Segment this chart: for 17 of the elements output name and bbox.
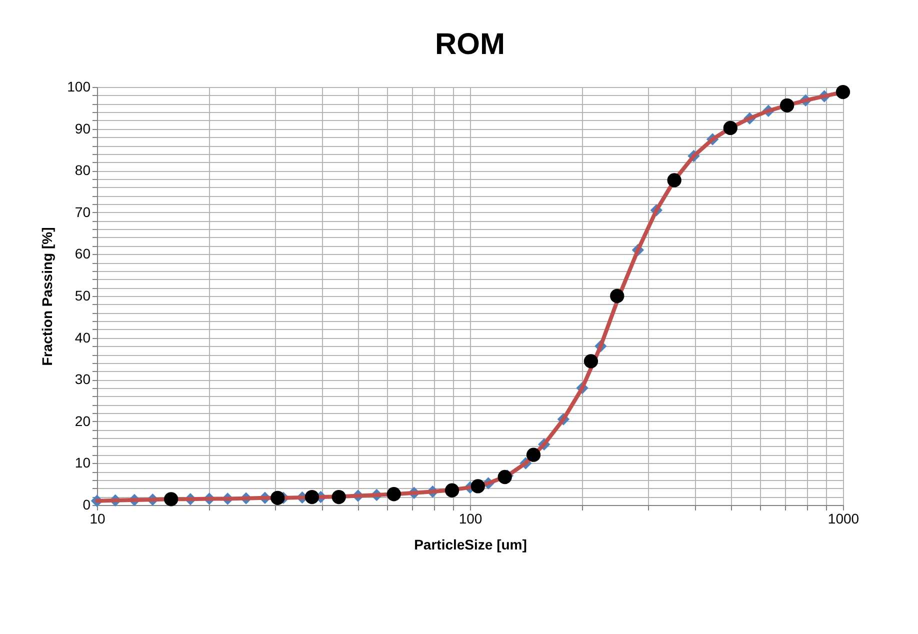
- y-tick-label: 20: [74, 412, 91, 429]
- y-tick-label: 0: [82, 496, 91, 512]
- chart-title: ROM: [435, 28, 505, 61]
- x-axis-title: ParticleSize [um]: [414, 536, 527, 552]
- y-tick-label: 50: [74, 288, 91, 304]
- y-tick-label: 60: [74, 246, 91, 262]
- y-tick-label: 30: [74, 371, 91, 388]
- y-tick-label: 80: [74, 162, 91, 178]
- x-tick-label: 10: [90, 510, 106, 526]
- y-tick-label: 100: [67, 78, 91, 94]
- y-tick-label: 70: [74, 204, 91, 220]
- x-tick-label: 1000: [828, 510, 860, 526]
- y-axis-title: Fraction Passing [%]: [39, 227, 56, 366]
- x-tick-label: 100: [458, 510, 482, 526]
- y-tick-label: 40: [74, 329, 91, 346]
- y-tick-label: 10: [74, 454, 91, 471]
- y-tick-label: 90: [74, 120, 91, 136]
